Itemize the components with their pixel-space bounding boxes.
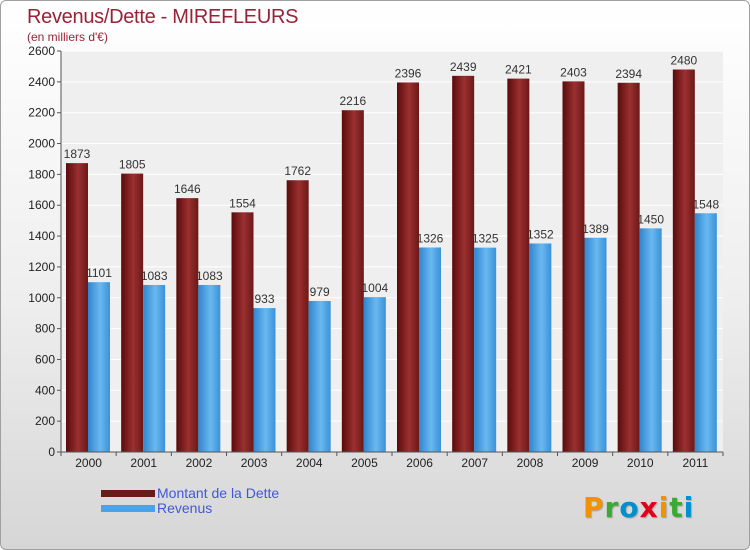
bar-revenus: [253, 308, 276, 452]
bars: [66, 69, 717, 453]
x-tick-label: 2000: [75, 456, 102, 470]
y-tick-label: 1200: [28, 260, 55, 274]
bar-dette: [286, 180, 309, 452]
bar-revenus: [308, 301, 331, 452]
data-label-dette: 2216: [339, 94, 366, 108]
x-tick-label: 2009: [572, 456, 599, 470]
data-label-dette: 1646: [174, 182, 201, 196]
axes: 0 200 400 600 800 1000 1200 1400 1600 1800 2000 220…: [28, 44, 724, 470]
bar-dette: [397, 82, 419, 452]
data-label-dette: 1873: [64, 147, 91, 161]
legend-label-revenus: Revenus: [157, 500, 213, 516]
y-tick-label: 1400: [28, 229, 55, 243]
bar-revenus: [198, 284, 221, 452]
bar-dette: [66, 163, 88, 452]
data-label-revenus: 1326: [417, 231, 444, 245]
legend-label-dette: Montant de la Dette: [157, 485, 280, 501]
bar-dette: [341, 110, 364, 453]
x-tick-label: 2005: [351, 456, 378, 470]
x-tick-label: 2008: [517, 456, 544, 470]
y-tick-label: 2400: [28, 75, 55, 89]
logo-letter: i: [683, 491, 695, 524]
data-label-dette: 2394: [615, 67, 642, 81]
data-label-revenus: 1004: [361, 281, 388, 295]
plot-area: [61, 51, 723, 452]
legend-swatch-revenus: [101, 505, 155, 512]
data-label-dette: 2403: [560, 65, 587, 79]
y-tick-label: 1800: [28, 167, 55, 181]
bar-revenus: [143, 284, 166, 452]
logo-letter: i: [658, 491, 670, 524]
logo-letter: P: [583, 491, 605, 524]
y-tick-label: 1000: [28, 291, 55, 305]
chart-subtitle: (en milliers d'€): [27, 30, 108, 44]
data-label-revenus: 1548: [692, 197, 719, 211]
y-tick-label: 800: [35, 322, 55, 336]
logo-letter: r: [604, 491, 620, 524]
bar-dette: [672, 69, 695, 452]
x-tick-label: 2011: [683, 456, 709, 470]
data-labels: 1873 1101 1805 1083 1646 1083 1554 933 1762 979 22…: [64, 54, 720, 307]
x-tick-label: 2004: [296, 456, 323, 470]
y-tick-label: 600: [35, 352, 55, 366]
data-label-revenus: 1352: [527, 227, 554, 241]
data-label-revenus: 933: [254, 292, 274, 306]
bar-dette: [562, 81, 585, 453]
y-tick-label: 2600: [28, 44, 55, 58]
x-tick-label: 2003: [241, 456, 268, 470]
logo-letter: t: [669, 491, 684, 524]
x-tick-label: 2007: [461, 456, 488, 470]
logo-letter: o: [619, 491, 640, 524]
data-label-dette: 2480: [670, 54, 697, 68]
y-tick-label: 1600: [28, 198, 55, 212]
x-tick-label: 2006: [406, 456, 433, 470]
bar-dette: [176, 198, 199, 452]
bar-revenus: [529, 243, 552, 452]
chart-title: Revenus/Dette - MIREFLEURS: [27, 6, 299, 28]
data-label-dette: 1805: [119, 158, 146, 172]
data-label-revenus: 979: [310, 285, 330, 299]
y-tick-label: 200: [35, 414, 55, 428]
data-label-revenus: 1450: [637, 212, 664, 226]
bar-dette: [121, 173, 144, 452]
data-label-revenus: 1083: [196, 269, 223, 283]
bar-revenus: [639, 228, 662, 452]
bar-revenus: [363, 297, 386, 452]
y-tick-label: 400: [35, 383, 55, 397]
data-label-dette: 1762: [284, 164, 311, 178]
data-label-revenus: 1101: [86, 266, 112, 280]
data-label-dette: 2421: [505, 63, 532, 77]
plot-background: [61, 51, 723, 452]
data-label-dette: 1554: [229, 196, 256, 210]
data-label-dette: 2396: [395, 66, 422, 80]
y-tick-label: 2200: [28, 106, 55, 120]
bar-revenus: [88, 282, 110, 452]
x-tick-label: 2001: [130, 456, 157, 470]
gridlines: [61, 50, 723, 453]
bar-dette: [231, 212, 254, 452]
bar-revenus: [419, 247, 441, 452]
data-label-revenus: 1325: [472, 232, 499, 246]
bar-dette: [617, 82, 640, 452]
logo-letter: x: [639, 491, 659, 524]
data-label-dette: 2439: [450, 60, 477, 74]
bar-revenus: [584, 237, 607, 452]
y-tick-label: 2000: [28, 137, 55, 151]
bar-dette: [507, 78, 530, 453]
y-tick-label: 0: [48, 445, 55, 459]
bar-revenus: [474, 247, 497, 452]
bar-dette: [452, 75, 475, 453]
x-tick-label: 2010: [627, 456, 654, 470]
proxiti-logo: Proxiti: [583, 491, 694, 524]
data-label-revenus: 1389: [582, 222, 609, 236]
x-tick-label: 2002: [186, 456, 213, 470]
legend-swatch-dette: [101, 490, 155, 497]
data-label-revenus: 1083: [141, 269, 168, 283]
bar-revenus: [694, 213, 717, 452]
